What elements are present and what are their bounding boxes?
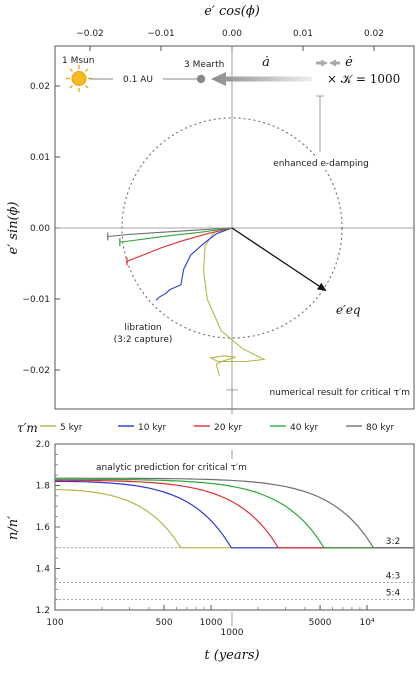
damping-label: enhanced e-damping	[273, 159, 369, 169]
bottom-x-tick-label: 100	[46, 618, 63, 628]
trajectory-10-kyr	[155, 227, 233, 301]
curve-40-kyr	[55, 478, 414, 549]
top-trajectories	[107, 227, 266, 376]
top-x-tick-label: 0.02	[364, 29, 384, 39]
top-y-tick-label: −0.01	[22, 295, 50, 305]
adot-label: ȧ	[262, 55, 270, 70]
distance-label: 0.1 AU	[123, 75, 153, 85]
top-y-tick-label: 0.00	[30, 224, 50, 234]
top-xlabel: e′ cos(ϕ)	[204, 4, 260, 19]
top-x-tick-label: −0.02	[76, 29, 104, 39]
trajectory-40-kyr	[119, 227, 233, 243]
top-x-tick-label: −0.01	[147, 29, 175, 39]
legend-label: 80 kyr	[366, 423, 395, 433]
top-x-ticks: −0.02 −0.01 0.00 0.01 0.02	[76, 29, 384, 51]
bottom-xlabel: t (years)	[204, 648, 259, 663]
legend-label: 20 kyr	[214, 423, 243, 433]
curve-80-kyr	[55, 477, 414, 549]
damping-factor-label: × 𝒦 = 1000	[327, 72, 400, 86]
analytic-label-bg	[92, 459, 272, 474]
resonance-label: 3:2	[386, 537, 400, 547]
numerical-bracket	[226, 389, 238, 414]
edot-arrow-left	[329, 59, 340, 67]
critical-marker-label: 1000	[221, 628, 244, 638]
eq-vector-label: e′eq	[336, 303, 361, 317]
bottom-y-ticks: 2.0 1.8 1.6 1.4 1.2	[36, 440, 60, 616]
distance-label-bg	[113, 72, 163, 86]
libration-label-2: (3:2 capture)	[114, 335, 173, 345]
bottom-curves	[54, 477, 414, 549]
legend-label: 5 kyr	[60, 423, 83, 433]
analytic-label: analytic prediction for critical τ′m	[96, 463, 247, 473]
sun-icon	[66, 65, 92, 92]
curve-5-kyr	[54, 489, 414, 549]
damping-label-bg	[260, 156, 382, 170]
trajectory-20-kyr	[126, 227, 233, 262]
bottom-y-tick-label: 1.8	[36, 482, 51, 492]
top-y-tick-label: −0.02	[22, 366, 50, 376]
curve-20-kyr	[55, 479, 414, 549]
bottom-y-tick-label: 1.2	[36, 606, 50, 616]
bottom-x-tick-label: 1000	[200, 618, 223, 628]
trajectory-5-kyr	[203, 227, 266, 376]
bottom-x-tick-label: 5000	[309, 618, 332, 628]
legend-title: τ′m	[17, 421, 38, 435]
migration-arrow	[211, 72, 312, 86]
resonance-label: 4:3	[386, 571, 400, 581]
top-plot-frame	[54, 45, 415, 410]
resonance-lines: 3:2 4:3 5:4	[55, 537, 414, 601]
bottom-x-ticks: 100 500 1000 5000 10⁴	[46, 605, 415, 628]
bottom-x-tick-label: 10⁴	[360, 618, 375, 628]
trajectory-80-kyr	[107, 227, 233, 238]
critical-marker-bg	[212, 626, 252, 639]
legend-label: 40 kyr	[290, 423, 319, 433]
bottom-x-tick-label: 500	[155, 618, 172, 628]
top-y-ticks: 0.02 0.01 0.00 −0.01 −0.02	[22, 82, 60, 376]
edot-label: ė	[345, 55, 353, 70]
equilibrium-circle	[121, 117, 343, 339]
libration-label-1: libration	[124, 323, 161, 333]
top-y-tick-label: 0.01	[30, 153, 50, 163]
top-x-tick-label: 0.01	[293, 29, 313, 39]
damping-bracket	[316, 95, 324, 152]
legend: 5 kyr 10 kyr 20 kyr 40 kyr 80 kyr	[40, 423, 395, 433]
planet-mass-label: 3 Mearth	[184, 60, 224, 70]
equilibrium-vector	[231, 227, 327, 292]
curve-10-kyr	[54, 480, 414, 549]
top-y-tick-label: 0.02	[30, 82, 50, 92]
bottom-y-tick-label: 1.6	[36, 523, 51, 533]
edot-arrow-right	[316, 59, 328, 67]
bottom-y-tick-label: 2.0	[36, 440, 51, 450]
sun-mass-label: 1 Msun	[62, 56, 94, 66]
bottom-ylabel: n/n′	[6, 516, 21, 540]
planet-icon	[196, 74, 206, 84]
bottom-y-tick-label: 1.4	[36, 565, 51, 575]
resonance-label: 5:4	[386, 589, 401, 599]
legend-label: 10 kyr	[138, 423, 167, 433]
top-x-tick-label: 0.00	[222, 29, 242, 39]
top-ylabel: e′ sin(ϕ)	[6, 202, 21, 255]
numerical-result-label: numerical result for critical τ′m	[269, 388, 410, 398]
